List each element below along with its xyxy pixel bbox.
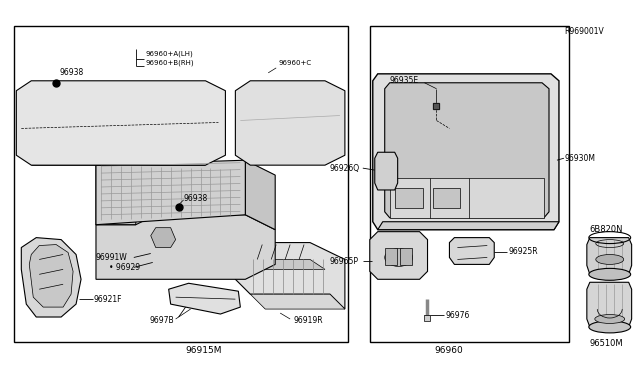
Polygon shape	[236, 243, 345, 309]
Text: 96960+A(LH): 96960+A(LH)	[146, 51, 193, 57]
Text: 96991W: 96991W	[96, 253, 128, 262]
Bar	[433, 188, 460, 208]
Text: 6B820N: 6B820N	[590, 225, 623, 234]
Text: 96930M: 96930M	[565, 154, 596, 163]
Text: 96919R: 96919R	[293, 317, 323, 326]
Bar	[14, 26, 348, 342]
Text: 96926Q: 96926Q	[330, 164, 360, 173]
Polygon shape	[449, 238, 494, 264]
Polygon shape	[372, 74, 559, 230]
Polygon shape	[370, 232, 428, 279]
Polygon shape	[29, 244, 73, 307]
Polygon shape	[385, 83, 549, 218]
Polygon shape	[236, 81, 345, 165]
Bar	[370, 26, 569, 342]
Polygon shape	[96, 160, 245, 225]
Text: 96965P: 96965P	[330, 257, 359, 266]
Bar	[385, 247, 397, 265]
Polygon shape	[17, 81, 225, 165]
Polygon shape	[375, 152, 397, 190]
Ellipse shape	[385, 248, 413, 266]
Text: 96960: 96960	[435, 346, 463, 355]
Bar	[424, 315, 429, 321]
Polygon shape	[245, 160, 275, 230]
Text: 96938: 96938	[59, 68, 83, 77]
Polygon shape	[390, 178, 544, 218]
Ellipse shape	[589, 268, 630, 280]
Text: R969001V: R969001V	[564, 27, 604, 36]
Polygon shape	[169, 283, 241, 314]
Polygon shape	[250, 294, 345, 309]
Ellipse shape	[589, 321, 630, 333]
Text: 96915M: 96915M	[186, 346, 222, 355]
Text: 96938: 96938	[184, 195, 208, 203]
Polygon shape	[587, 238, 632, 274]
Polygon shape	[151, 228, 175, 247]
Polygon shape	[96, 165, 136, 225]
Bar	[395, 188, 422, 208]
Text: 96921F: 96921F	[94, 295, 122, 304]
Polygon shape	[587, 282, 632, 327]
Text: 96510M: 96510M	[590, 339, 623, 348]
Text: 9697B: 9697B	[150, 317, 174, 326]
Text: • 96929: • 96929	[109, 263, 140, 272]
Polygon shape	[378, 222, 559, 230]
Polygon shape	[21, 238, 81, 317]
Ellipse shape	[596, 254, 623, 264]
Text: 96976: 96976	[445, 311, 470, 320]
Text: 96925R: 96925R	[508, 247, 538, 256]
Text: 96935E: 96935E	[390, 76, 419, 85]
Ellipse shape	[595, 315, 625, 324]
Text: 96960+B(RH): 96960+B(RH)	[146, 60, 195, 66]
Polygon shape	[96, 215, 275, 279]
Polygon shape	[250, 259, 325, 269]
Bar	[399, 247, 412, 265]
Text: 96960+C: 96960+C	[278, 60, 311, 66]
